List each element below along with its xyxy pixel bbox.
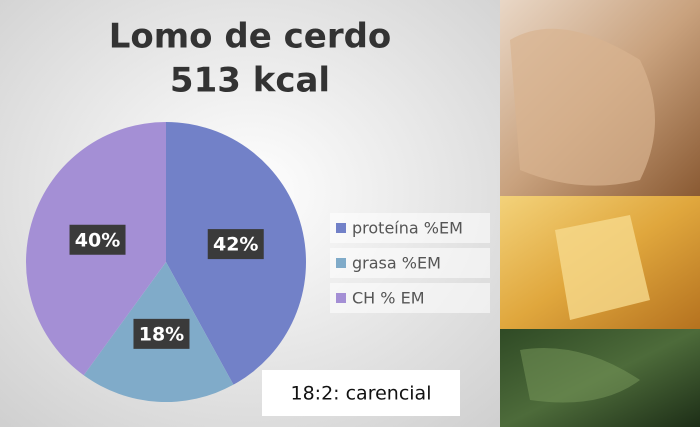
legend-label: proteína %EM [352,219,463,238]
chart-subtitle: 513 kcal [170,61,330,101]
legend-box [330,283,490,313]
photos [500,0,700,427]
legend-swatch [336,293,346,303]
annotation-box [262,370,460,416]
value-label: 18% [139,323,184,345]
value-label-box [133,318,190,349]
value-label-box [69,224,126,255]
legend: proteína %EM grasa %EM CH % EM [330,213,490,313]
value-label-box [207,229,264,260]
pie: 42% 18% 40% [25,121,307,402]
legend-box [330,213,490,243]
legend-label: grasa %EM [352,254,441,273]
value-label: 40% [75,229,120,251]
legend-swatch [336,223,346,233]
annotation: 18:2: carencial [291,383,432,405]
chart-title: Lomo de cerdo [109,17,392,57]
legend-label: CH % EM [352,289,425,308]
photo-greens-detail [520,348,640,403]
photo-potato-detail [555,215,650,320]
legend-swatch [336,258,346,268]
legend-box [330,248,490,278]
value-label: 42% [213,234,258,256]
photo-meat-detail [510,28,655,186]
